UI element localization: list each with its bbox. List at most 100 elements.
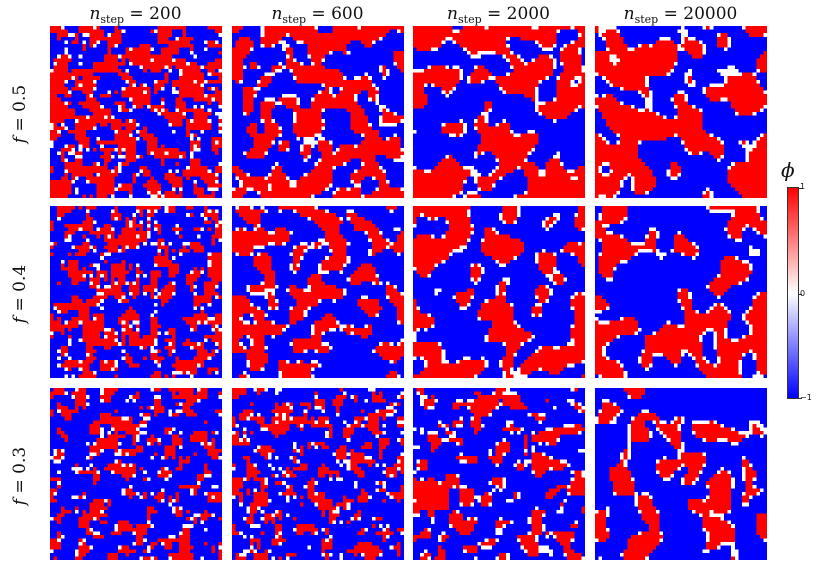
phase-cell-positive bbox=[448, 194, 453, 198]
phase-cell-positive bbox=[559, 190, 564, 195]
phase-cell-positive bbox=[314, 51, 319, 55]
phase-cell-interface bbox=[452, 29, 457, 34]
phase-cell-positive bbox=[153, 90, 158, 95]
phase-cell-positive bbox=[545, 108, 550, 113]
phase-cell-positive bbox=[393, 26, 397, 30]
phase-cell-positive bbox=[107, 115, 111, 120]
phase-cell-positive bbox=[307, 47, 311, 52]
phase-cell-interface bbox=[189, 51, 194, 55]
phase-cell-positive bbox=[612, 165, 617, 170]
phase-cell-positive bbox=[423, 26, 428, 30]
phase-cell-positive bbox=[538, 76, 543, 80]
phase-cell-positive bbox=[438, 83, 442, 87]
phase-cell-positive bbox=[534, 176, 539, 181]
phase-cell-positive bbox=[57, 112, 61, 116]
phase-cell-positive bbox=[724, 40, 728, 44]
phase-cell-positive bbox=[303, 112, 308, 116]
phase-cell-positive bbox=[477, 65, 482, 70]
phase-cell-positive bbox=[321, 43, 326, 48]
phase-cell-positive bbox=[93, 104, 97, 109]
phase-cell-positive bbox=[688, 108, 692, 113]
phase-cell-positive bbox=[527, 194, 532, 198]
phase-cell-positive bbox=[445, 180, 449, 184]
phase-cell-positive bbox=[420, 83, 424, 87]
phase-cell-interface bbox=[552, 97, 557, 102]
phase-cell-interface bbox=[332, 165, 336, 170]
phase-cell-positive bbox=[641, 61, 646, 66]
phase-cell-positive bbox=[616, 155, 621, 159]
phase-cell-positive bbox=[577, 26, 582, 30]
phase-cell-interface bbox=[456, 65, 460, 70]
phase-cell-positive bbox=[364, 137, 369, 141]
phase-cell-positive bbox=[709, 137, 714, 141]
phase-cell-interface bbox=[207, 72, 212, 77]
phase-cell-positive bbox=[53, 83, 58, 87]
phase-cell-interface bbox=[488, 51, 492, 55]
phase-cell-positive bbox=[713, 97, 717, 102]
phase-cell-positive bbox=[448, 180, 453, 184]
phase-cell-positive bbox=[638, 83, 642, 87]
phase-cell-positive bbox=[285, 47, 290, 52]
phase-cell-positive bbox=[314, 54, 319, 59]
phase-cell-positive bbox=[456, 187, 460, 191]
phase-cell-positive bbox=[100, 155, 104, 159]
phase-cell-positive bbox=[745, 190, 750, 195]
phase-cell-positive bbox=[207, 180, 212, 184]
phase-cell-positive bbox=[171, 61, 176, 66]
phase-cell-positive bbox=[325, 36, 329, 41]
phase-cell-positive bbox=[249, 65, 254, 70]
phase-cell-positive bbox=[452, 69, 457, 73]
phase-cell-positive bbox=[325, 83, 329, 87]
phase-cell-positive bbox=[524, 133, 528, 138]
phase-cell-positive bbox=[759, 155, 764, 159]
phase-cell-interface bbox=[724, 69, 728, 73]
phase-cell-positive bbox=[218, 137, 222, 141]
phase-cell-positive bbox=[278, 172, 283, 177]
phase-cell-interface bbox=[168, 122, 172, 127]
phase-cell-positive bbox=[491, 133, 496, 138]
phase-cell-positive bbox=[161, 112, 165, 116]
phase-cell-positive bbox=[300, 26, 304, 30]
phase-cell-positive bbox=[157, 104, 162, 109]
phase-cell-positive bbox=[570, 54, 575, 59]
phase-cell-positive bbox=[698, 43, 703, 48]
phase-cell-positive bbox=[107, 65, 111, 70]
phase-cell-positive bbox=[463, 176, 467, 181]
phase-cell-positive bbox=[688, 40, 692, 44]
phase-cell-positive bbox=[132, 79, 137, 84]
phase-cell-positive bbox=[706, 137, 710, 141]
phase-cell-positive bbox=[552, 33, 557, 37]
phase-cell-positive bbox=[85, 144, 90, 148]
phase-cell-positive bbox=[161, 162, 165, 166]
phase-cell-positive bbox=[549, 33, 553, 37]
phase-cell-positive bbox=[175, 26, 180, 30]
phase-cell-positive bbox=[350, 94, 354, 98]
phase-cell-positive bbox=[285, 187, 290, 191]
phase-cell-positive bbox=[125, 72, 129, 77]
phase-cell-interface bbox=[698, 151, 703, 156]
column-title-variable: n bbox=[447, 4, 458, 24]
phase-cell-positive bbox=[371, 190, 376, 195]
phase-cell-positive bbox=[264, 83, 268, 87]
phase-cell-positive bbox=[53, 104, 58, 109]
phase-cell-positive bbox=[713, 86, 717, 91]
phase-cell-positive bbox=[150, 104, 154, 109]
phase-cell-positive bbox=[368, 29, 372, 34]
phase-cell-positive bbox=[638, 61, 642, 66]
phase-cell-positive bbox=[574, 54, 578, 59]
phase-cell-positive bbox=[161, 58, 165, 62]
phase-cell-positive bbox=[655, 51, 660, 55]
phase-cell-positive bbox=[310, 108, 315, 113]
phase-cell-positive bbox=[616, 108, 621, 113]
phase-cell-interface bbox=[157, 190, 162, 195]
phase-cell-positive bbox=[556, 79, 560, 84]
phase-cell-positive bbox=[634, 140, 639, 145]
phase-cell-positive bbox=[310, 187, 315, 191]
phase-cell-interface bbox=[271, 43, 276, 48]
phase-cell-positive bbox=[670, 122, 674, 127]
phase-cell-positive bbox=[179, 180, 183, 184]
phase-cell-positive bbox=[434, 176, 439, 181]
phase-cell-positive bbox=[325, 47, 329, 52]
phase-cell-positive bbox=[605, 33, 610, 37]
phase-cell-positive bbox=[310, 76, 315, 80]
